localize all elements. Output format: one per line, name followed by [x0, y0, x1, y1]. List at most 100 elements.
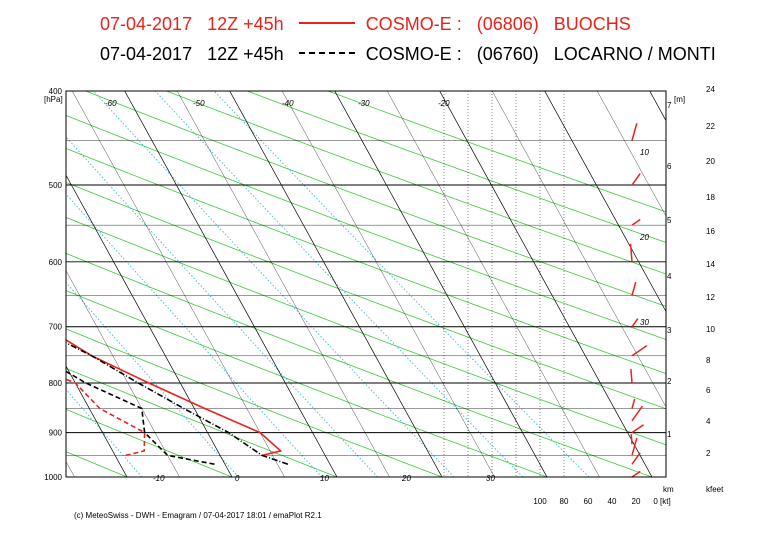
wind-speed-label: 10 — [640, 148, 649, 157]
altitude-kfeet-tick: 12 — [706, 293, 715, 302]
mixing-ratio-line — [213, 91, 590, 477]
isotherm-line — [72, 91, 285, 477]
title-run: 12Z +45h — [207, 14, 284, 34]
isotherm-line — [282, 91, 495, 477]
wind-barb-shaft — [631, 405, 644, 422]
wind-barb-shaft — [631, 424, 644, 434]
isotherm-line — [66, 365, 128, 477]
wind-barb-shaft — [631, 123, 638, 141]
temperature-tick-label: 0 — [235, 474, 240, 483]
temperature-tick-label: -40 — [282, 99, 294, 108]
temperature-tick-label: -10 — [153, 474, 165, 483]
mixing-ratio-line — [154, 91, 524, 477]
altitude-km-tick: 4 — [667, 272, 672, 281]
isotherm-line — [229, 91, 443, 477]
isotherm-line — [597, 91, 666, 217]
pressure-tick-label: 900 — [49, 429, 63, 438]
title-station-id: (06760) — [476, 44, 539, 64]
pressure-tick-label: 500 — [49, 181, 63, 190]
title-model: COSMO-E : — [365, 44, 462, 64]
mixing-ratio-line — [66, 136, 378, 477]
wind-barb-shaft — [631, 218, 641, 226]
title-station: BUOCHS — [553, 14, 631, 34]
wind-barb-shaft — [631, 281, 637, 296]
isotherm-line — [177, 91, 390, 477]
mixing-ratio-line — [66, 193, 323, 477]
dry-adiabat-line — [66, 290, 548, 477]
altitude-kfeet-tick: 20 — [706, 157, 715, 166]
isotherm-line — [124, 91, 338, 477]
temperature-tick-label: 10 — [320, 474, 329, 483]
title-station: LOCARNO / MONTI — [553, 44, 716, 64]
isotherm-line — [439, 91, 653, 477]
altitude-kfeet-tick: 24 — [706, 85, 715, 94]
title-line-buochs: 07-04-2017 12Z +45h COSMO-E : (06806) BU… — [100, 14, 641, 35]
wind-speed-label: 30 — [640, 318, 649, 327]
kfeet-label: kfeet — [706, 485, 724, 494]
altitude-km-tick: 7 — [667, 101, 672, 110]
dry-adiabat-line — [85, 91, 666, 307]
altitude-m-label: [m] — [674, 95, 685, 104]
isotherm-line — [66, 174, 233, 477]
title-line-locarno: 07-04-2017 12Z +45h COSMO-E : (06760) LO… — [100, 44, 726, 65]
dry-adiabat-line — [66, 408, 233, 477]
temperature-tick-label: -30 — [358, 99, 370, 108]
altitude-km-tick: 1 — [667, 430, 672, 439]
altitude-kfeet-tick: 4 — [706, 417, 711, 426]
dry-adiabat-line — [327, 91, 666, 213]
pressure-tick-label: 600 — [49, 258, 63, 267]
wind-speed-tick: 40 — [608, 497, 617, 506]
altitude-kfeet-tick: 10 — [706, 325, 715, 334]
altitude-kfeet-tick: 22 — [706, 122, 715, 131]
title-run: 12Z +45h — [207, 44, 284, 64]
dry-adiabat-line — [0, 91, 22, 477]
isotherm-line — [334, 91, 548, 477]
wind-barb-shaft — [631, 398, 636, 409]
altitude-kfeet-tick: 16 — [706, 227, 715, 236]
wind-speed-tick: 20 — [632, 497, 641, 506]
temperature-profile-locarno — [66, 341, 289, 465]
altitude-km-tick: 2 — [667, 377, 672, 386]
isotherm-line — [66, 461, 75, 477]
legend-line-dashed — [298, 52, 355, 55]
title-date: 07-04-2017 — [100, 44, 193, 64]
wind-barb-shaft — [631, 470, 641, 477]
title-date: 07-04-2017 — [100, 14, 193, 34]
wind-barb-shaft — [631, 437, 638, 456]
dry-adiabat-line — [66, 451, 128, 477]
altitude-kfeet-tick: 8 — [706, 356, 711, 365]
pressure-tick-label: 1000 — [44, 473, 62, 482]
footer-credit: (c) MeteoSwiss - DWH - Emagram / 07-04-2… — [74, 511, 322, 520]
pressure-tick-label: 700 — [49, 323, 63, 332]
pressure-unit-label: [hPa] — [44, 95, 63, 104]
dry-adiabat-line — [247, 91, 666, 243]
title-station-id: (06806) — [476, 14, 539, 34]
temperature-tick-label: 30 — [486, 474, 495, 483]
wind-barb-shaft — [631, 345, 648, 357]
altitude-km-tick: 3 — [667, 326, 672, 335]
plot-area — [0, 91, 666, 477]
isotherm-line — [544, 91, 666, 313]
wind-barb-shaft — [630, 368, 633, 384]
dry-adiabat-line — [66, 367, 338, 477]
dewpoint-profile-locarno — [66, 370, 215, 465]
wind-speed-label: 20 — [639, 233, 649, 242]
isotherm-line — [0, 91, 22, 477]
km-label: km — [663, 485, 674, 494]
wind-barb-shaft — [631, 173, 641, 186]
wind-speed-tick: 0 [kt] — [653, 497, 670, 506]
mixing-ratio-line — [0, 91, 52, 477]
wind-barb-shaft — [631, 91, 632, 92]
altitude-kfeet-tick: 18 — [706, 193, 715, 202]
altitude-kfeet-tick: 14 — [706, 260, 715, 269]
temperature-tick-label: -20 — [438, 99, 450, 108]
isotherm-line — [492, 91, 666, 408]
wind-barb-shaft — [629, 243, 633, 262]
wind-speed-tick: 80 — [560, 497, 569, 506]
wind-speed-tick: 100 — [533, 497, 547, 506]
altitude-kfeet-tick: 2 — [706, 449, 711, 458]
altitude-km-tick: 6 — [667, 162, 672, 171]
temperature-tick-label: 20 — [401, 474, 411, 483]
altitude-kfeet-tick: 6 — [706, 386, 711, 395]
